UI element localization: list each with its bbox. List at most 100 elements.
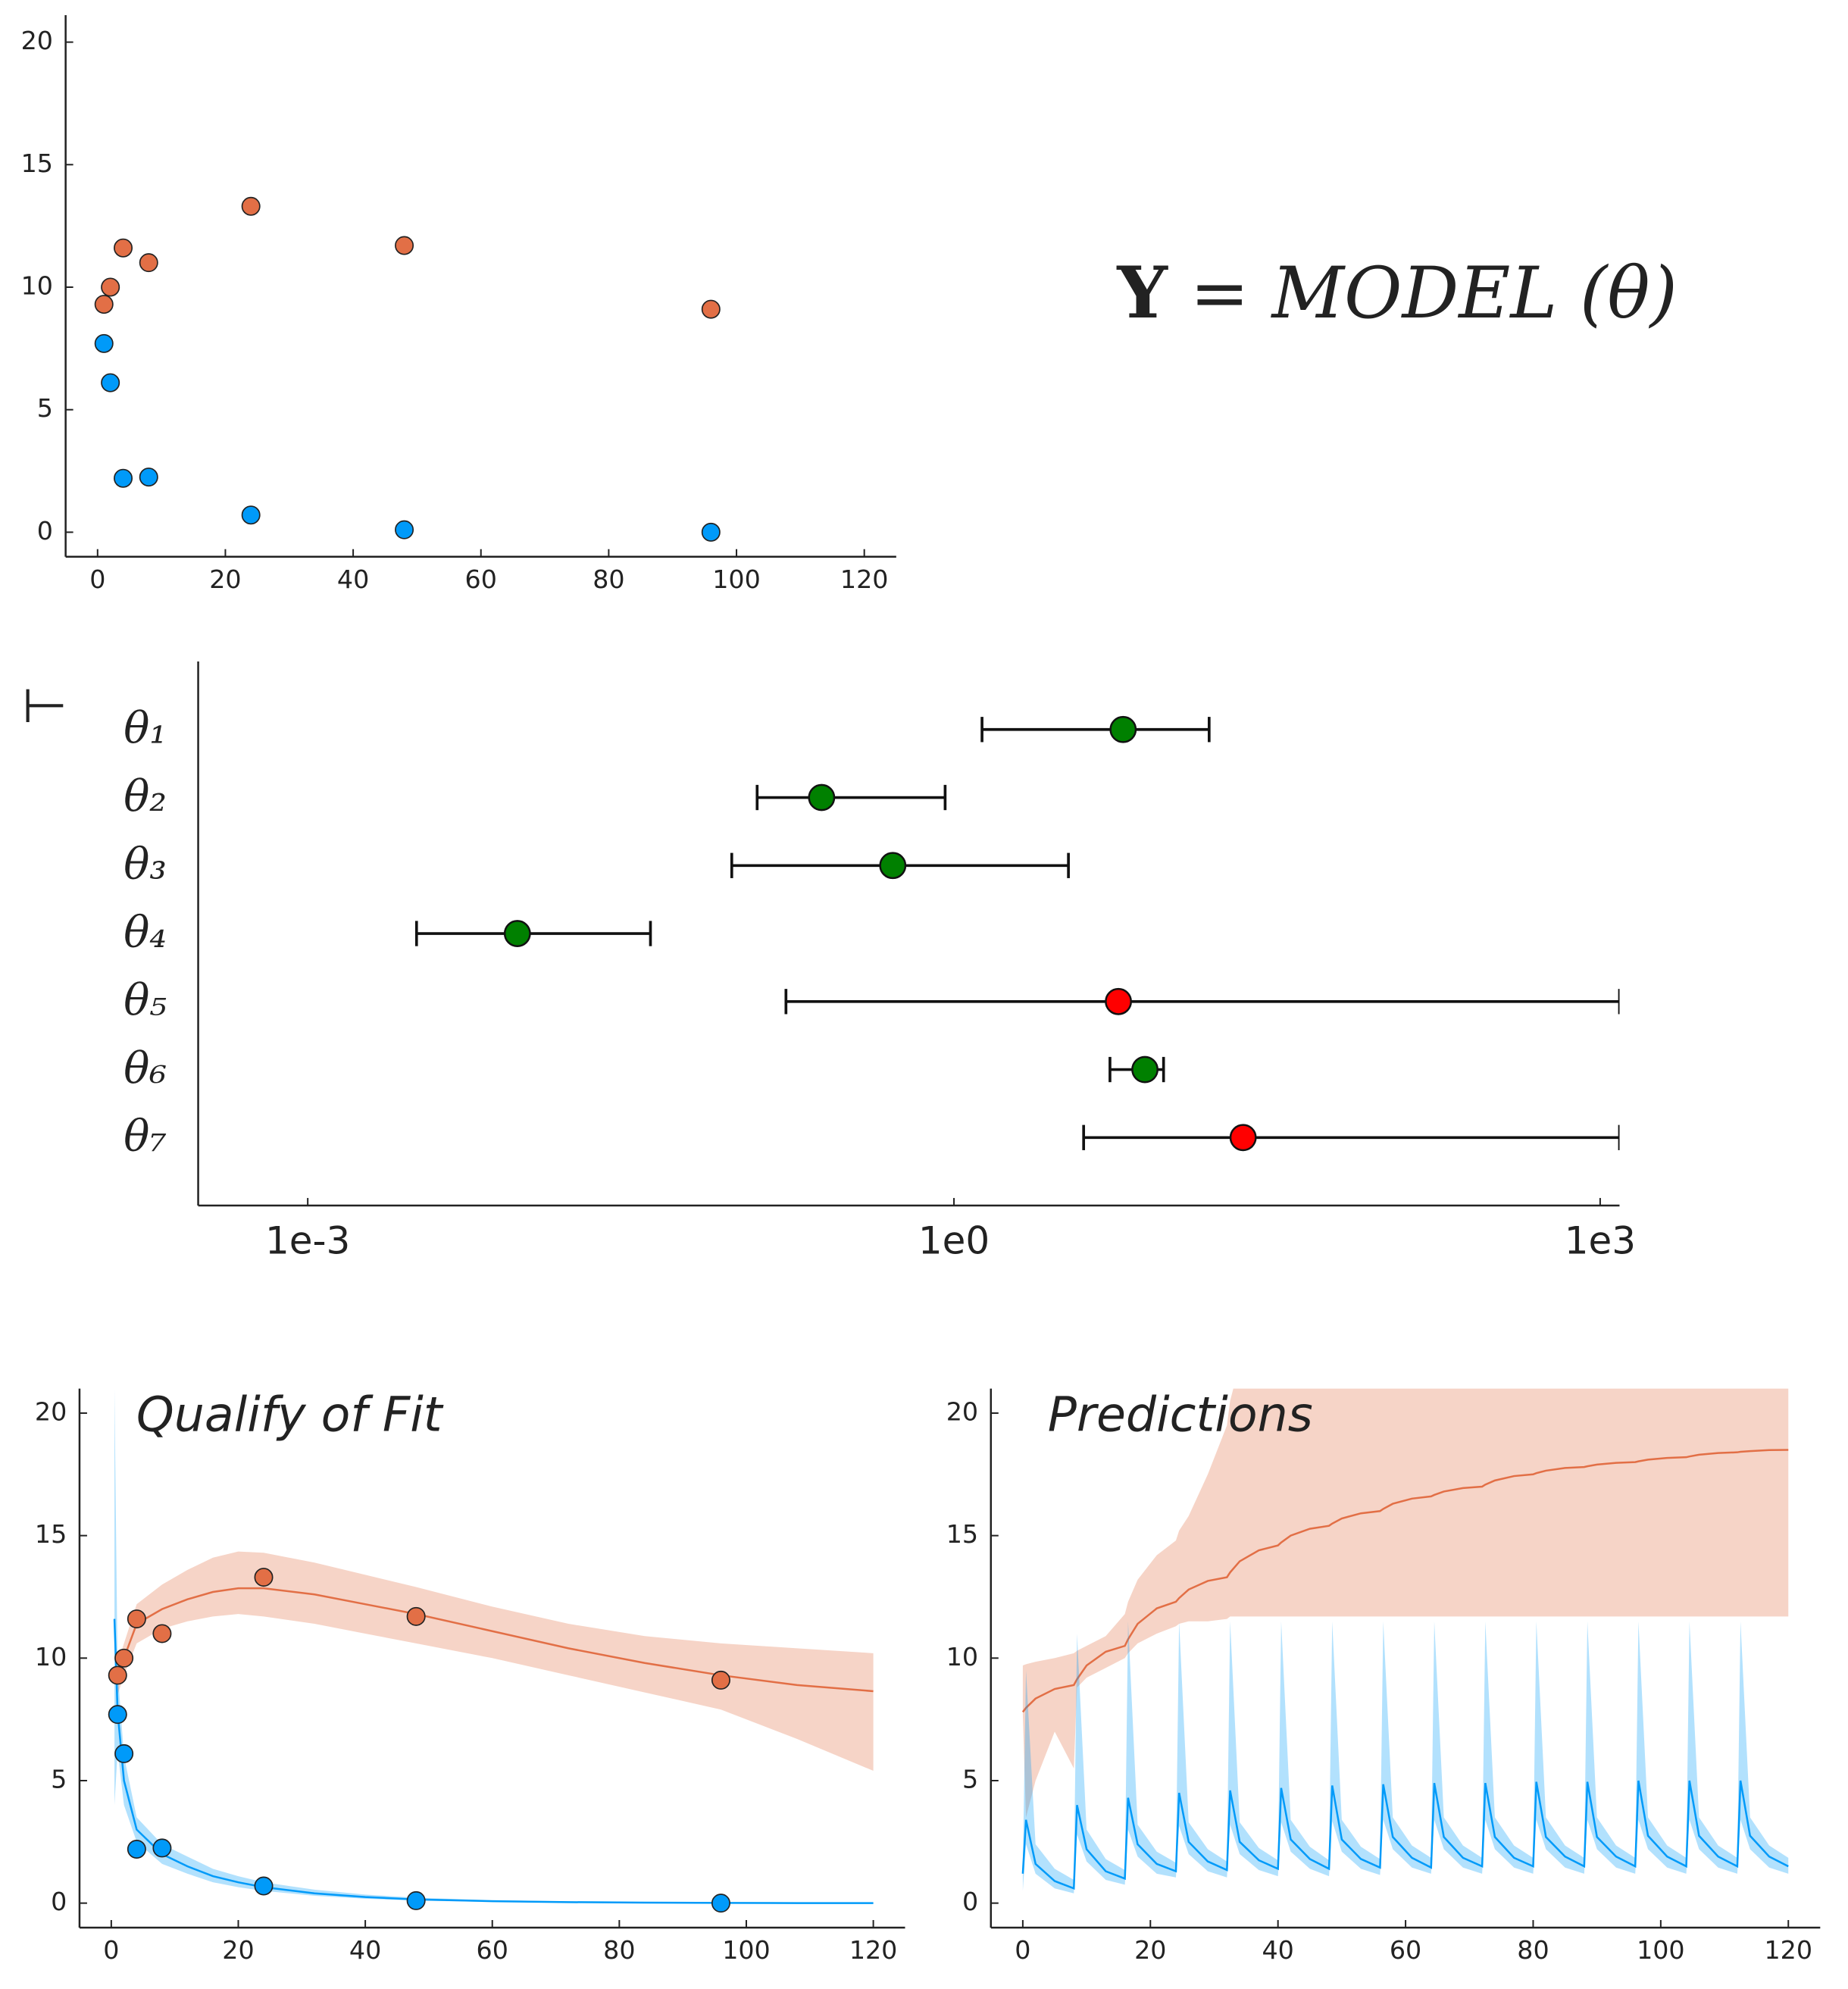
category-label: θ₆ (124, 1043, 167, 1093)
y-tick-label: 20 (35, 1396, 67, 1426)
equation-func: MODEL (1270, 252, 1557, 335)
y-tick-label: 10 (21, 271, 53, 301)
line (1021, 1449, 1789, 1713)
x-tick-label: 60 (465, 564, 497, 594)
line (117, 1587, 874, 1693)
y-tick-label: 0 (962, 1887, 978, 1916)
x-tick-label: 20 (1134, 1935, 1166, 1965)
x-tick-label: 1e0 (918, 1219, 990, 1263)
data-point (94, 333, 114, 353)
estimate (879, 852, 907, 880)
data-point (701, 299, 721, 319)
x-tick-label: 60 (477, 1935, 508, 1965)
y-tick-label: 15 (35, 1519, 67, 1549)
data-point (395, 520, 414, 539)
estimate (1229, 1124, 1257, 1152)
data-point (711, 1894, 730, 1913)
estimate (808, 783, 836, 812)
y-tick-label: 0 (37, 516, 53, 546)
data-point (127, 1609, 146, 1629)
y-tick-label: 20 (21, 26, 53, 55)
data-point (241, 505, 261, 525)
data-point (114, 1744, 134, 1763)
x-tick-label: 120 (840, 564, 889, 594)
category-label: θ₁ (124, 704, 167, 754)
equation-lhs: Y (1116, 252, 1168, 335)
x-tick-label: 40 (349, 1935, 381, 1965)
data-point (701, 522, 721, 542)
band (1022, 1388, 1789, 1818)
x-tick-label: 100 (1637, 1935, 1685, 1965)
y-tick-label: 5 (51, 1764, 67, 1794)
y-tick-label: 15 (946, 1519, 978, 1549)
estimate (1109, 715, 1137, 743)
data-point (101, 277, 120, 297)
data-point (152, 1624, 172, 1643)
x-tick-label: 0 (103, 1935, 119, 1965)
y-tick-label: 10 (946, 1642, 978, 1672)
x-tick-label: 80 (1517, 1935, 1549, 1965)
line (1021, 1780, 1789, 1890)
x-tick-label: 0 (1015, 1935, 1030, 1965)
equation-rel: = (1190, 252, 1249, 335)
data-point (406, 1890, 426, 1910)
data-point (254, 1568, 274, 1587)
x-tick-label: 20 (209, 564, 241, 594)
chart-title: Qualify of Fit (136, 1387, 444, 1443)
x-tick-label: 80 (603, 1935, 635, 1965)
legend-glyph (26, 689, 64, 722)
plot-area (113, 1388, 874, 1904)
x-tick-label: 120 (849, 1935, 898, 1965)
category-label: θ₄ (124, 908, 167, 958)
y-tick-label: 20 (946, 1396, 978, 1426)
data-point (108, 1705, 127, 1725)
category-label: θ₇ (124, 1112, 167, 1162)
equation: Y = MODEL (θ) (1116, 252, 1678, 335)
data-point (114, 468, 133, 488)
data-point (152, 1838, 172, 1858)
y-tick-label: 5 (37, 393, 53, 423)
category-label: θ₅ (124, 976, 167, 1026)
x-tick-label: 1e-3 (265, 1219, 350, 1263)
y-tick-label: 10 (35, 1642, 67, 1672)
chart-title: Predictions (1048, 1387, 1313, 1443)
y-tick-label: 0 (51, 1887, 67, 1916)
y-tick-label: 15 (21, 149, 53, 178)
band (117, 1551, 874, 1772)
x-tick-label: 100 (722, 1935, 771, 1965)
data-point (127, 1840, 146, 1859)
data-point (711, 1670, 730, 1690)
x-tick-label: 100 (712, 564, 761, 594)
x-tick-label: 1e3 (1565, 1219, 1636, 1263)
data-point (114, 1648, 134, 1668)
data-point (406, 1606, 426, 1626)
data-point (395, 236, 414, 255)
data-point (94, 295, 114, 314)
x-tick-label: 40 (337, 564, 369, 594)
line (113, 1618, 874, 1904)
equation-arg: (θ) (1580, 252, 1678, 335)
band (1022, 1621, 1789, 1894)
x-tick-label: 80 (593, 564, 624, 594)
x-tick-label: 40 (1262, 1935, 1293, 1965)
data-point (254, 1876, 274, 1896)
plot-area (414, 717, 1620, 1150)
category-label: θ₂ (124, 771, 167, 821)
category-label: θ₃ (124, 840, 167, 890)
x-tick-label: 120 (1764, 1935, 1812, 1965)
x-tick-label: 0 (89, 564, 105, 594)
plot-area (1021, 1388, 1789, 1894)
estimate (1105, 987, 1132, 1015)
data-point (139, 468, 158, 487)
data-point (139, 253, 158, 273)
y-tick-label: 5 (962, 1764, 978, 1794)
x-tick-label: 20 (222, 1935, 254, 1965)
data-point (114, 238, 133, 258)
x-tick-label: 60 (1390, 1935, 1421, 1965)
data-point (101, 373, 120, 392)
estimate (503, 920, 531, 947)
data-point (108, 1665, 127, 1685)
data-point (241, 196, 261, 216)
estimate (1131, 1055, 1159, 1084)
